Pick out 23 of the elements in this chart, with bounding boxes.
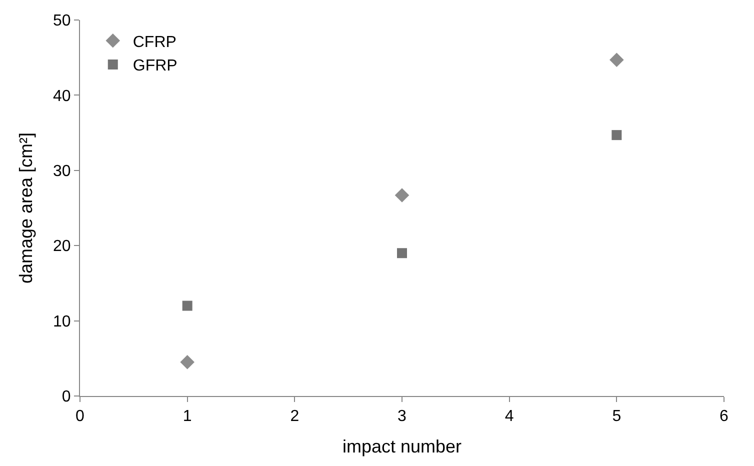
- y-tick-label: 40: [53, 88, 71, 105]
- x-axis-title: impact number: [342, 436, 462, 456]
- x-tick-label: 4: [504, 408, 514, 426]
- x-tick-label: 1: [182, 408, 192, 426]
- point: [182, 300, 192, 311]
- y-tick-label: 50: [53, 12, 71, 30]
- y-tick-label: 0: [62, 388, 71, 406]
- point: [397, 248, 407, 258]
- legend-label: GFRP: [132, 58, 178, 75]
- x-tick-label: 3: [398, 408, 407, 426]
- point: [610, 52, 624, 68]
- y-tick-label: 20: [53, 238, 71, 256]
- y-tick-label: 30: [53, 163, 71, 180]
- legend-label: CFRP: [132, 34, 176, 51]
- point: [180, 355, 194, 370]
- point: [394, 188, 410, 202]
- x-tick-label: 0: [76, 408, 85, 426]
- x-tick-label: 2: [290, 408, 300, 426]
- x-tick-label: 6: [720, 408, 729, 426]
- x-tick-label: 5: [612, 408, 622, 426]
- point: [612, 130, 622, 140]
- y-tick-label: 10: [53, 313, 71, 330]
- y-axis-title: damage area [cm²]: [16, 132, 36, 284]
